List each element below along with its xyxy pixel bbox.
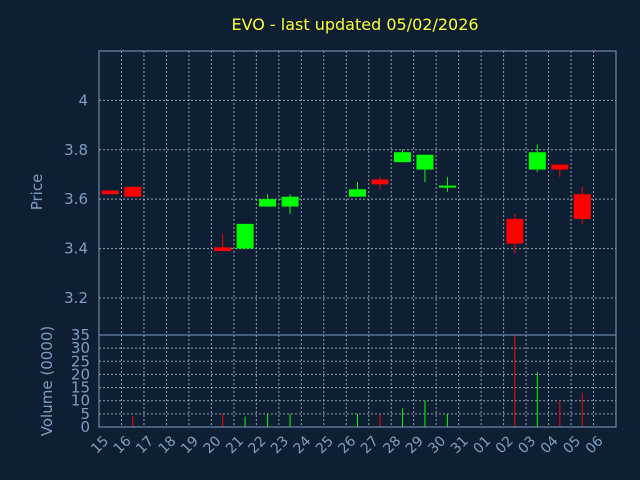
day-tick-label: 31	[448, 433, 472, 457]
day-tick-label: 28	[380, 433, 404, 457]
candle-body	[551, 164, 569, 170]
candle-body	[528, 152, 546, 170]
volume-panel-frame	[98, 334, 617, 428]
day-tick-label: 27	[358, 433, 382, 457]
price-tick-label: 3.4	[64, 240, 88, 258]
day-tick-label: 17	[133, 433, 157, 457]
price-tick-label: 3.2	[64, 289, 88, 307]
day-tick-label: 05	[560, 433, 584, 457]
day-tick-label: 19	[178, 433, 202, 457]
volume-tick-label: 5	[80, 405, 90, 423]
day-tick-label: 20	[201, 433, 225, 457]
day-tick-label: 15	[88, 433, 112, 457]
day-tick-label: 30	[425, 433, 449, 457]
candle-body	[371, 179, 389, 185]
candle-body	[573, 194, 591, 219]
volume-tick-label: 20	[71, 365, 90, 383]
day-tick-label: 16	[111, 433, 135, 457]
volume-tick-label: 35	[71, 326, 90, 344]
day-tick-label: 21	[223, 433, 247, 457]
candle-body	[124, 186, 142, 197]
day-tick-label: 04	[538, 433, 562, 457]
day-tick-label: 29	[403, 433, 427, 457]
volume-tick-label: 30	[71, 339, 90, 357]
price-tick-label: 4	[78, 91, 88, 109]
day-tick-label: 18	[156, 433, 180, 457]
day-tick-label: 26	[335, 433, 359, 457]
x-axis-label: Day	[333, 457, 363, 475]
day-tick-label: 23	[268, 433, 292, 457]
candle-body	[259, 199, 277, 207]
volume-bars	[132, 335, 583, 427]
candle-body	[393, 152, 411, 163]
candle-body	[349, 189, 366, 197]
price-grid	[99, 51, 616, 335]
volume-tick-label: 0	[80, 418, 90, 436]
candle-body	[236, 223, 254, 249]
price-tick-label: 3.8	[64, 141, 88, 159]
chart-title: EVO - last updated 05/02/2026	[231, 15, 478, 34]
candle-body	[214, 247, 232, 252]
day-tick-label: 24	[291, 433, 315, 457]
day-tick-labels: 1516171819202122232425262728293031010203…	[88, 433, 606, 457]
day-tick-label: 25	[313, 433, 337, 457]
volume-tick-label: 15	[71, 379, 90, 397]
volume-grid	[99, 334, 616, 427]
day-tick-label: 22	[246, 433, 270, 457]
price-axis-label: Price	[28, 174, 46, 211]
day-tick-label: 03	[515, 433, 539, 457]
candle-body	[506, 218, 524, 244]
candle-body	[416, 154, 434, 170]
volume-tick-label: 25	[71, 352, 90, 370]
day-tick-label: 02	[493, 433, 517, 457]
candles	[101, 144, 591, 254]
price-tick-label: 3.6	[64, 190, 88, 208]
day-tick-label: 01	[470, 433, 494, 457]
volume-axis-label: Volume (0000)	[38, 326, 56, 436]
candle-body	[281, 196, 299, 207]
candle-body	[438, 185, 456, 188]
day-tick-label: 06	[583, 433, 607, 457]
price-tick-labels: 3.2 3.4 3.6 3.8 4	[64, 91, 88, 307]
volume-tick-label: 10	[71, 392, 90, 410]
candle-body	[101, 190, 119, 195]
